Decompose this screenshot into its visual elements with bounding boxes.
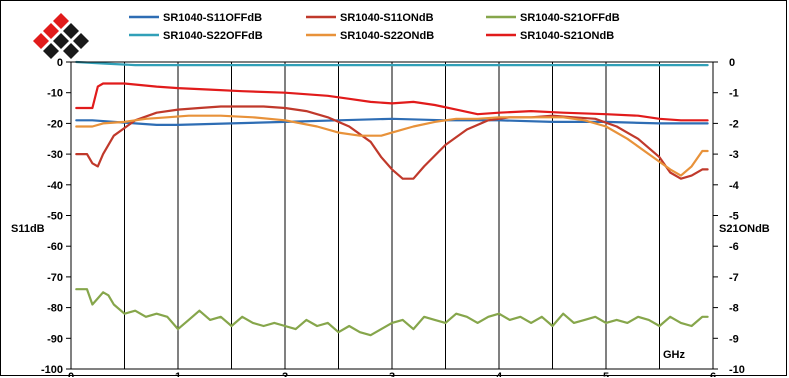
y-right-tick-label: -7 — [729, 272, 739, 284]
y-right-tick-label: -3 — [729, 149, 739, 161]
y-axis-right-label: S21ONdB — [719, 223, 770, 235]
legend: SR1040-S11OFFdB SR1040-S11ONdB SR1040-S21O… — [129, 12, 620, 42]
y-left-tick-label: -40 — [47, 180, 63, 192]
y-left-tick-label: -70 — [47, 272, 63, 284]
y-right-tick-label: -8 — [729, 303, 739, 315]
company-logo — [33, 13, 89, 59]
x-tick-label: 6 — [710, 371, 716, 377]
x-tick-label: 2 — [282, 371, 288, 377]
x-axis-label: GHz — [663, 349, 686, 361]
y-right-tick-label: 0 — [729, 57, 735, 69]
y-left-tick-label: -30 — [47, 149, 63, 161]
legend-label: SR1040-S21OFFdB — [520, 12, 620, 24]
legend-label: SR1040-S22ONdB — [340, 30, 434, 42]
y-left-ticks: 0 -10 -20 -30 -40 -50 -60 -70 -80 -90 -100 — [41, 57, 71, 376]
x-tick-label: 1 — [175, 371, 181, 377]
y-left-tick-label: -20 — [47, 118, 63, 130]
x-ticks: 0 1 2 3 4 5 6 — [68, 371, 716, 377]
series-line — [75, 82, 709, 122]
legend-label: SR1040-S21ONdB — [520, 30, 614, 42]
series-line — [75, 60, 709, 67]
y-axis-left-label: S11dB — [11, 223, 45, 235]
x-tick-label: 5 — [603, 371, 609, 377]
y-left-tick-label: -100 — [41, 364, 63, 376]
x-tick-label: 4 — [496, 371, 503, 377]
y-right-tick-label: -1 — [729, 88, 739, 100]
y-left-tick-label: -80 — [47, 303, 63, 315]
series-line — [75, 288, 709, 337]
series-line — [75, 114, 709, 177]
y-right-tick-label: -6 — [729, 241, 739, 253]
y-left-tick-label: -50 — [47, 211, 63, 223]
y-right-ticks: 0 -1 -2 -3 -4 -5 -6 -7 -8 -9 -10 — [713, 57, 745, 376]
x-tick-label: 3 — [389, 371, 395, 377]
x-tick-label: 0 — [68, 371, 74, 377]
y-right-tick-label: -10 — [729, 364, 745, 376]
y-right-tick-label: -2 — [729, 118, 739, 130]
y-left-tick-label: 0 — [57, 57, 63, 69]
y-left-tick-label: -90 — [47, 333, 63, 345]
series-layer — [75, 60, 709, 337]
legend-label: SR1040-S11OFFdB — [163, 12, 262, 24]
legend-label: SR1040-S22OFFdB — [163, 30, 263, 42]
y-left-tick-label: -10 — [47, 88, 63, 100]
y-left-tick-label: -60 — [47, 241, 63, 253]
y-right-tick-label: -4 — [729, 180, 740, 192]
y-right-tick-label: -5 — [729, 211, 739, 223]
series-line — [75, 105, 709, 180]
grid — [124, 62, 660, 369]
y-right-tick-label: -9 — [729, 333, 739, 345]
legend-label: SR1040-S11ONdB — [340, 12, 434, 24]
